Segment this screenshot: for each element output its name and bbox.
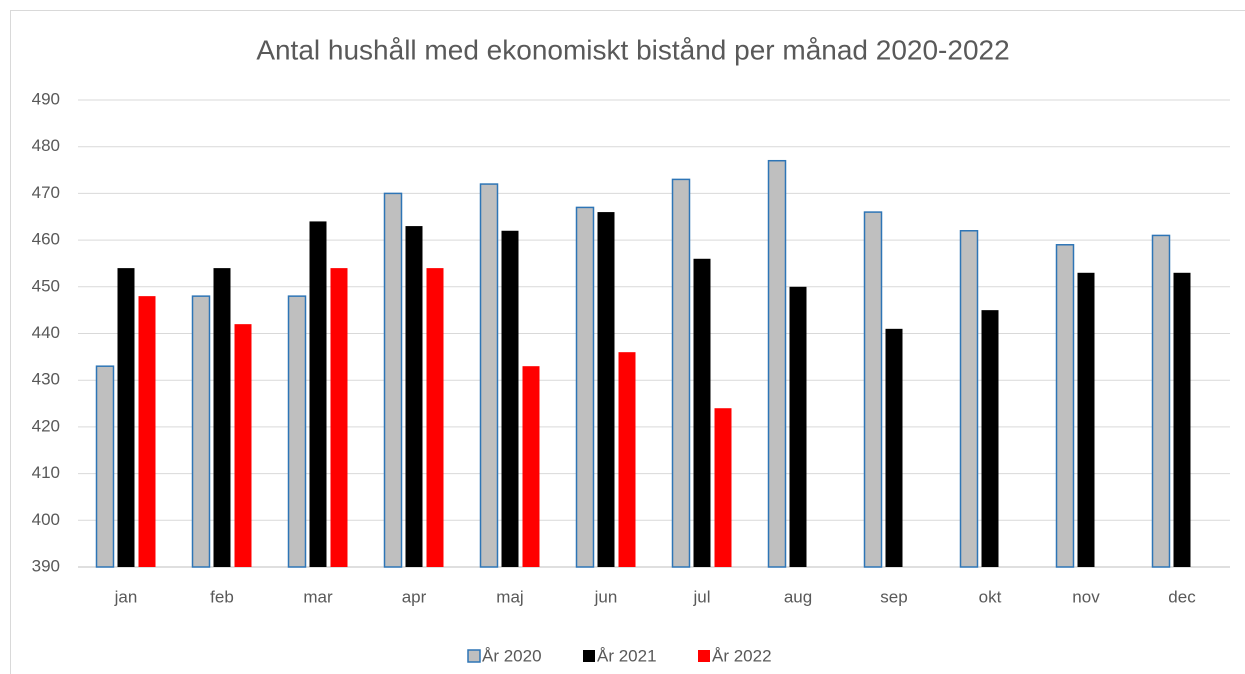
legend-swatch bbox=[583, 650, 595, 662]
bar bbox=[405, 226, 423, 567]
bar bbox=[287, 295, 307, 568]
bar bbox=[981, 310, 999, 567]
y-tick-label: 420 bbox=[32, 416, 60, 435]
x-tick-label: nov bbox=[1072, 587, 1100, 606]
x-tick-label: maj bbox=[496, 587, 523, 606]
bar bbox=[863, 211, 883, 568]
bar bbox=[191, 295, 211, 568]
x-tick-label: apr bbox=[402, 587, 427, 606]
chart-title: Antal hushåll med ekonomiskt bistånd per… bbox=[256, 34, 1009, 65]
legend-swatch bbox=[467, 649, 481, 663]
bar bbox=[767, 159, 787, 568]
bar bbox=[618, 352, 636, 567]
x-tick-label: mar bbox=[303, 587, 333, 606]
bar bbox=[383, 192, 403, 568]
legend-label: År 2022 bbox=[712, 646, 772, 665]
y-tick-label: 470 bbox=[32, 183, 60, 202]
bar bbox=[522, 366, 540, 567]
y-tick-label: 440 bbox=[32, 323, 60, 342]
bar bbox=[309, 221, 327, 568]
legend-swatch bbox=[698, 650, 710, 662]
bar bbox=[213, 268, 231, 567]
bar bbox=[117, 268, 135, 567]
bar bbox=[671, 178, 691, 568]
x-tick-label: feb bbox=[210, 587, 234, 606]
x-tick-label: jul bbox=[692, 587, 710, 606]
x-tick-label: jan bbox=[114, 587, 138, 606]
y-tick-label: 460 bbox=[32, 230, 60, 249]
y-tick-label: 400 bbox=[32, 510, 60, 529]
bar bbox=[714, 408, 732, 567]
x-tick-label: okt bbox=[979, 587, 1002, 606]
bar bbox=[885, 328, 903, 567]
bar bbox=[138, 296, 156, 567]
bar bbox=[575, 206, 595, 568]
y-tick-label: 390 bbox=[32, 556, 60, 575]
bar bbox=[693, 258, 711, 567]
bar bbox=[959, 230, 979, 568]
bar bbox=[501, 230, 519, 567]
legend-label: År 2020 bbox=[482, 646, 542, 665]
bar bbox=[597, 212, 615, 567]
bar bbox=[479, 183, 499, 568]
y-tick-label: 480 bbox=[32, 136, 60, 155]
bar bbox=[789, 286, 807, 567]
bar bbox=[426, 268, 444, 567]
bar bbox=[1077, 272, 1095, 567]
y-tick-label: 410 bbox=[32, 463, 60, 482]
bar bbox=[330, 268, 348, 567]
x-tick-label: sep bbox=[880, 587, 907, 606]
bar bbox=[95, 365, 115, 568]
x-tick-label: aug bbox=[784, 587, 812, 606]
y-tick-label: 450 bbox=[32, 276, 60, 295]
bar bbox=[1173, 272, 1191, 567]
x-tick-label: dec bbox=[1168, 587, 1196, 606]
bar bbox=[1151, 234, 1171, 568]
x-tick-label: jun bbox=[594, 587, 618, 606]
y-tick-label: 430 bbox=[32, 370, 60, 389]
bar bbox=[1055, 244, 1075, 568]
bar bbox=[234, 324, 252, 567]
y-tick-label: 490 bbox=[32, 89, 60, 108]
legend-label: År 2021 bbox=[597, 646, 657, 665]
